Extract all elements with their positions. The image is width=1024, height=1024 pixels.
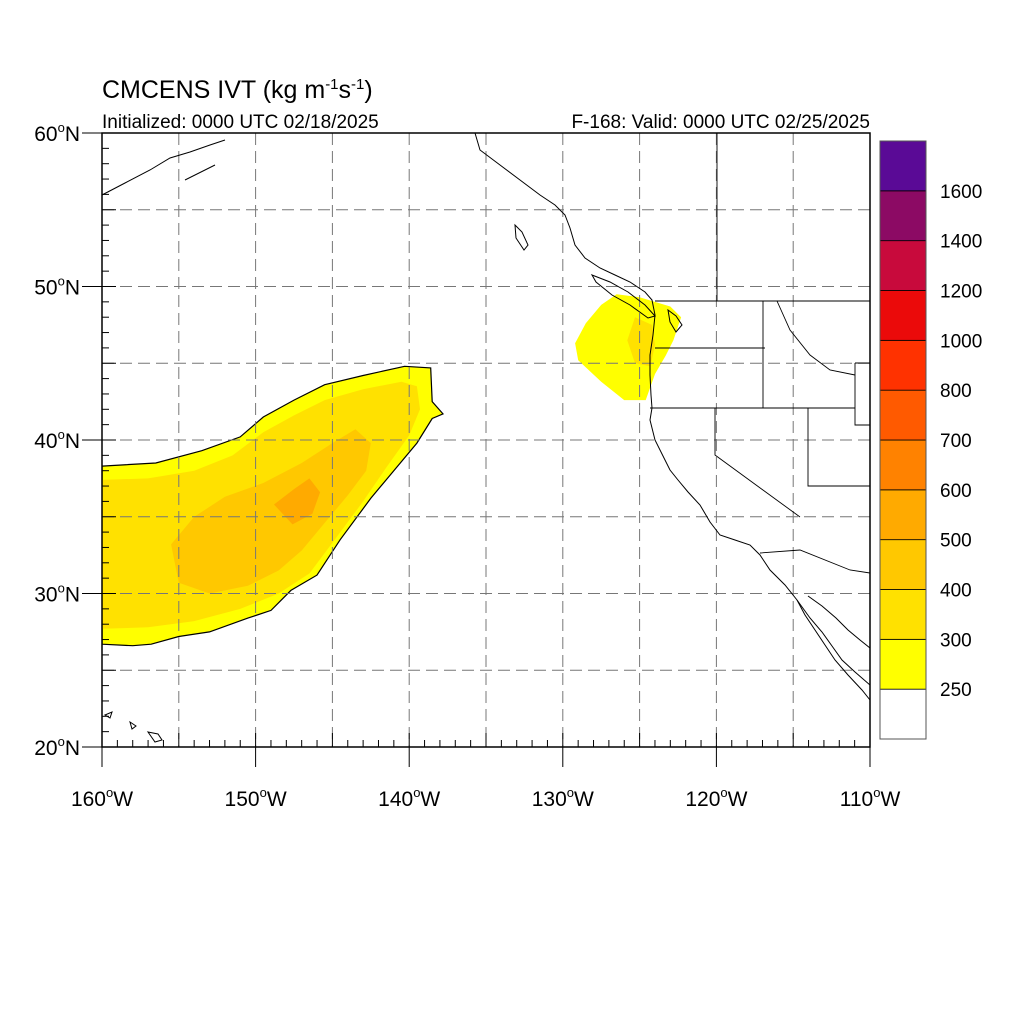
map-title: CMCENS IVT (kg m-1s-1)	[102, 76, 373, 104]
latitude-axis: 20oN 30oN 40oN 50oN 60oN	[34, 120, 102, 760]
colorbar-swatch	[879, 290, 927, 341]
colorbar-label: 1200	[940, 282, 982, 303]
lon-tick-label: 110oW	[840, 785, 901, 811]
lon-tick-label: 150oW	[225, 785, 287, 811]
colorbar-swatch	[879, 140, 927, 192]
baja-peninsula	[796, 599, 870, 686]
gulf-of-california-coast	[807, 595, 870, 649]
colorbar-label: 1400	[940, 232, 982, 253]
colorbar-label: 300	[940, 630, 972, 651]
ivt-shading-layer	[102, 294, 682, 647]
colorbar-swatch	[879, 389, 927, 441]
colorbar-swatch	[879, 439, 927, 491]
colorbar-swatch	[879, 489, 927, 541]
colorbar-label: 600	[940, 481, 972, 502]
lon-tick-label: 140oW	[378, 785, 440, 811]
valid-time-label: F-168: Valid: 0000 UTC 02/25/2025	[571, 112, 870, 133]
colorbar-label: 700	[940, 431, 972, 452]
initialized-label: Initialized: 0000 UTC 02/18/2025	[102, 112, 379, 133]
colorbar-swatch	[879, 638, 927, 690]
colorbar-swatch	[879, 539, 927, 590]
colorbar-swatch	[879, 190, 927, 242]
map-plot-area	[102, 133, 870, 747]
haida-gwaii	[514, 223, 529, 251]
colorbar-swatch	[879, 589, 927, 640]
political-borders	[650, 133, 870, 574]
lat-tick-label: 30oN	[34, 581, 80, 607]
colorbar-swatch	[879, 339, 927, 391]
vancouver-island	[590, 274, 656, 319]
lat-tick-label: 60oN	[34, 120, 80, 146]
lat-lon-gridlines	[102, 133, 870, 747]
lat-tick-label: 40oN	[34, 427, 80, 453]
colorbar-label: 500	[940, 531, 972, 552]
longitude-axis: 160oW 150oW 140oW 130oW 120oW 110oW	[71, 747, 901, 811]
lat-tick-label: 50oN	[34, 274, 80, 300]
coastlines-and-borders	[102, 133, 870, 743]
axis-minor-ticks	[101, 132, 871, 748]
lat-tick-label: 20oN	[34, 734, 80, 760]
colorbar-swatch	[879, 688, 927, 740]
ivt-colorbar: 250 300 400 500 600 700 800 1000 1200 1400 1600	[879, 140, 982, 740]
lon-tick-label: 130oW	[532, 785, 594, 811]
colorbar-label: 1000	[940, 331, 982, 352]
colorbar-label: 250	[940, 680, 972, 701]
colorbar-label: 800	[940, 381, 972, 402]
lon-tick-label: 120oW	[685, 785, 747, 811]
pacific-northwest-blob-300	[627, 317, 655, 367]
alaska-coast	[102, 139, 226, 196]
central-pacific-plume-500	[274, 478, 321, 525]
puget-sound	[667, 308, 683, 333]
central-pacific-plume-400	[171, 429, 371, 594]
aleutian-islands	[184, 164, 216, 181]
colorbar-label: 400	[940, 581, 972, 602]
colorbar-swatch	[879, 240, 927, 291]
colorbar-frame	[879, 140, 927, 740]
colorbar-label: 1600	[940, 182, 982, 203]
lon-tick-label: 160oW	[71, 785, 133, 811]
